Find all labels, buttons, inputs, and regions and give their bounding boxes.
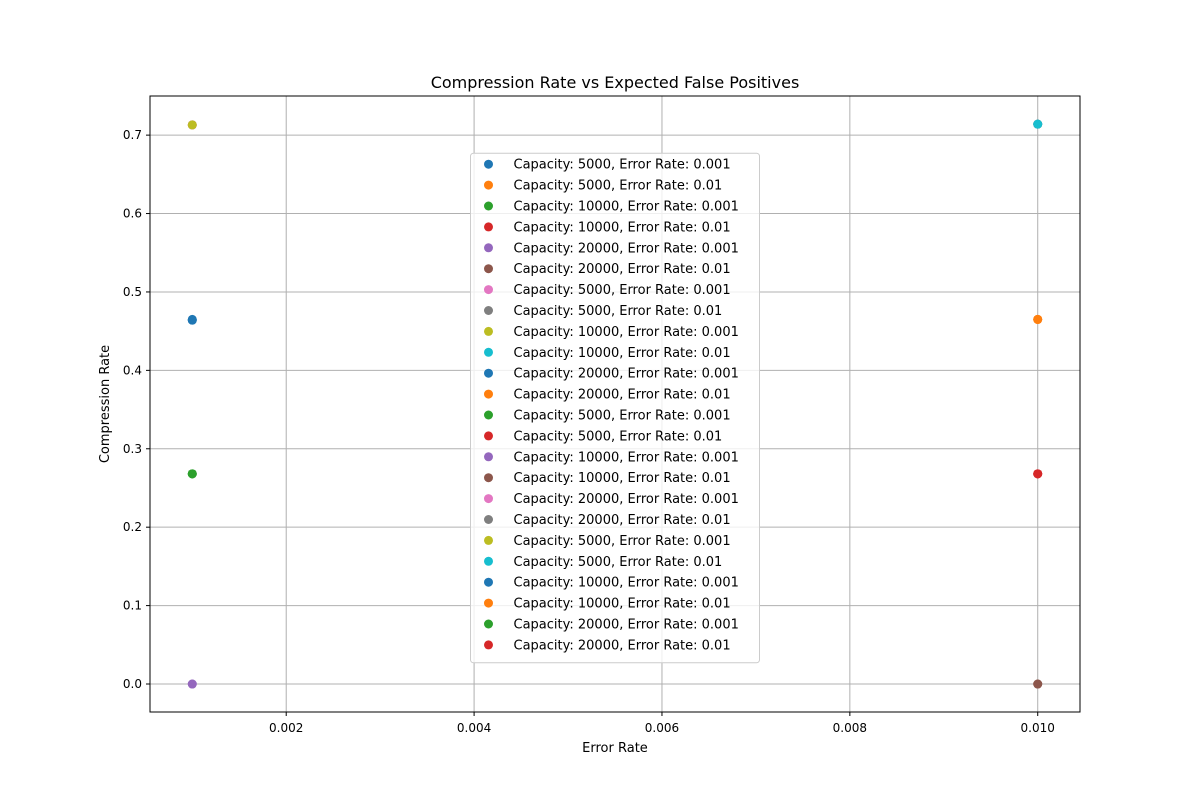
axis-ticks: 0.002 0.004 0.006 0.008 0.010 0.0 0.1 0.2 0.3 0.4… bbox=[123, 128, 1055, 735]
y-tick-label: 0.3 bbox=[123, 442, 142, 456]
legend-marker bbox=[484, 431, 493, 441]
legend-marker bbox=[484, 410, 493, 420]
data-point bbox=[1033, 469, 1043, 479]
legend-marker bbox=[484, 640, 493, 650]
legend-label: Capacity: 5000, Error Rate: 0.001 bbox=[514, 283, 731, 298]
legend-label: Capacity: 10000, Error Rate: 0.001 bbox=[514, 325, 739, 340]
legend-label: Capacity: 5000, Error Rate: 0.01 bbox=[514, 429, 723, 444]
x-tick-label: 0.008 bbox=[833, 721, 867, 735]
x-tick-label: 0.002 bbox=[269, 721, 303, 735]
y-tick-label: 0.6 bbox=[123, 207, 142, 221]
legend-marker bbox=[484, 473, 493, 483]
legend-marker bbox=[484, 577, 493, 587]
legend-marker bbox=[484, 619, 493, 629]
legend-label: Capacity: 20000, Error Rate: 0.01 bbox=[514, 262, 731, 277]
y-axis-label: Compression Rate bbox=[98, 345, 113, 463]
x-tick-label: 0.010 bbox=[1021, 721, 1055, 735]
y-tick-label: 0.5 bbox=[123, 285, 142, 299]
y-tick-label: 0.4 bbox=[123, 363, 142, 377]
legend-label: Capacity: 5000, Error Rate: 0.01 bbox=[514, 304, 723, 319]
legend-label: Capacity: 10000, Error Rate: 0.01 bbox=[514, 597, 731, 612]
x-tick-label: 0.006 bbox=[645, 721, 679, 735]
legend-marker bbox=[484, 515, 493, 524]
data-points bbox=[187, 119, 1043, 689]
data-point bbox=[187, 315, 197, 325]
legend-marker bbox=[484, 285, 493, 295]
legend-marker bbox=[484, 243, 493, 253]
legend-marker bbox=[484, 347, 493, 357]
legend-label: Capacity: 10000, Error Rate: 0.01 bbox=[514, 220, 731, 235]
legend-label: Capacity: 20000, Error Rate: 0.001 bbox=[514, 367, 739, 382]
legend-label: Capacity: 5000, Error Rate: 0.01 bbox=[514, 555, 723, 570]
legend-label: Capacity: 5000, Error Rate: 0.001 bbox=[514, 534, 731, 549]
data-point bbox=[187, 679, 197, 689]
legend-marker bbox=[484, 535, 493, 545]
legend-label: Capacity: 20000, Error Rate: 0.001 bbox=[514, 241, 739, 256]
legend-label: Capacity: 10000, Error Rate: 0.01 bbox=[514, 346, 731, 361]
legend-marker bbox=[484, 494, 493, 504]
legend-marker bbox=[484, 306, 493, 315]
legend-marker bbox=[484, 180, 493, 190]
legend-label: Capacity: 20000, Error Rate: 0.01 bbox=[514, 513, 731, 528]
x-tick-label: 0.004 bbox=[457, 721, 491, 735]
y-tick-label: 0.7 bbox=[123, 128, 142, 142]
data-point bbox=[1033, 679, 1043, 689]
legend-label: Capacity: 20000, Error Rate: 0.01 bbox=[514, 638, 731, 653]
data-point bbox=[187, 120, 197, 130]
legend-label: Capacity: 10000, Error Rate: 0.001 bbox=[514, 200, 739, 215]
legend-label: Capacity: 5000, Error Rate: 0.001 bbox=[514, 409, 731, 424]
legend-marker bbox=[484, 368, 493, 378]
data-point bbox=[1033, 314, 1043, 324]
legend-box bbox=[470, 152, 760, 664]
chart-title: Compression Rate vs Expected False Posit… bbox=[431, 73, 800, 92]
legend-marker bbox=[484, 201, 493, 211]
data-point bbox=[187, 469, 197, 479]
legend: Capacity: 5000, Error Rate: 0.001 Capacit… bbox=[470, 152, 760, 664]
plot-frame bbox=[149, 95, 1081, 713]
legend-marker bbox=[484, 264, 493, 274]
legend-marker bbox=[484, 326, 493, 336]
legend-marker bbox=[484, 598, 493, 608]
legend-marker bbox=[484, 556, 493, 566]
y-tick-label: 0.2 bbox=[123, 520, 142, 534]
legend-label: Capacity: 5000, Error Rate: 0.01 bbox=[514, 179, 723, 194]
y-tick-label: 0.0 bbox=[123, 677, 142, 691]
legend-label: Capacity: 20000, Error Rate: 0.001 bbox=[514, 492, 739, 507]
legend-label: Capacity: 10000, Error Rate: 0.001 bbox=[514, 450, 739, 465]
x-axis-label: Error Rate bbox=[582, 741, 648, 756]
legend-label: Capacity: 10000, Error Rate: 0.01 bbox=[514, 471, 731, 486]
legend-label: Capacity: 5000, Error Rate: 0.001 bbox=[514, 158, 731, 173]
legend-label: Capacity: 10000, Error Rate: 0.001 bbox=[514, 576, 739, 591]
legend-label: Capacity: 20000, Error Rate: 0.01 bbox=[514, 388, 731, 403]
data-point bbox=[1033, 119, 1043, 129]
y-tick-label: 0.1 bbox=[123, 599, 142, 613]
legend-marker bbox=[484, 222, 493, 232]
legend-marker bbox=[484, 452, 493, 462]
legend-label: Capacity: 20000, Error Rate: 0.001 bbox=[514, 618, 739, 633]
legend-marker bbox=[484, 159, 493, 169]
legend-marker bbox=[484, 389, 493, 399]
